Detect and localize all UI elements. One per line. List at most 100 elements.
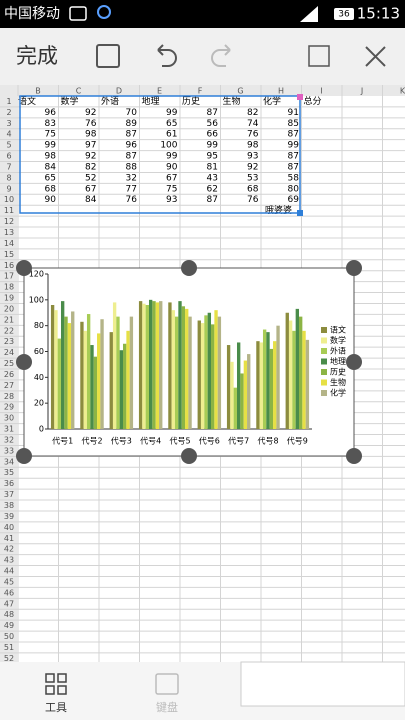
row-label: 3 <box>6 119 11 128</box>
row-label: 11 <box>4 206 14 215</box>
cell: 80 <box>288 184 300 194</box>
bar <box>247 354 251 429</box>
row-label: 48 <box>4 610 14 619</box>
cell: 56 <box>207 119 219 129</box>
y-tick-label: 120 <box>29 270 44 279</box>
y-tick-label: 20 <box>34 399 44 408</box>
chart[interactable]: 0 20 40 60 80 100 120 代号1 代号2 代号3 代号4 代号5 代号6 代号7 代号8 代… <box>16 260 362 464</box>
bar <box>109 332 113 429</box>
bar <box>259 342 263 429</box>
legend-swatch <box>321 369 327 375</box>
bar <box>269 348 274 429</box>
cell: 84 <box>45 162 57 172</box>
x-tick-label: 代号3 <box>111 436 132 446</box>
bar <box>185 308 189 429</box>
cell: 92 <box>85 108 96 118</box>
bar <box>123 343 127 429</box>
cell: 98 <box>45 152 57 162</box>
bar <box>230 361 234 429</box>
cell: 77 <box>126 184 137 194</box>
column-label: F <box>198 87 203 96</box>
cell: 58 <box>288 173 300 183</box>
save-button[interactable] <box>96 44 120 68</box>
x-tick-label: 代号5 <box>169 436 190 446</box>
row-label: 30 <box>4 414 14 423</box>
bar <box>93 356 98 429</box>
cell: 69 <box>288 195 300 205</box>
tools-tab[interactable]: 工具 <box>45 701 67 714</box>
row-label: 16 <box>4 261 14 270</box>
cell: 92 <box>85 152 96 162</box>
row-label: 24 <box>4 348 14 357</box>
row-label: 21 <box>4 315 14 324</box>
redo-button[interactable] <box>211 44 231 67</box>
resize-handle[interactable] <box>16 354 32 370</box>
x-tick-label: 代号1 <box>52 436 73 446</box>
cell: 82 <box>247 108 258 118</box>
cell: 87 <box>288 130 299 140</box>
bar <box>200 323 205 429</box>
row-label: 32 <box>4 435 14 444</box>
selection-handle[interactable] <box>297 94 303 100</box>
legend-label: 语文 <box>330 325 346 335</box>
bar <box>145 305 149 429</box>
resize-handle[interactable] <box>16 448 32 464</box>
x-tick-label: 代号6 <box>199 436 220 446</box>
cell: 87 <box>288 162 299 172</box>
row-label: 34 <box>4 457 14 466</box>
column-header-bar <box>0 85 405 96</box>
bar <box>305 339 310 429</box>
header-cell: 总分 <box>304 95 322 107</box>
bar <box>197 320 201 429</box>
cell: 84 <box>85 195 97 205</box>
cell: 99 <box>166 152 178 162</box>
cell: 76 <box>85 119 97 129</box>
bar <box>116 316 120 429</box>
cell: 93 <box>247 152 258 162</box>
bar <box>285 312 289 429</box>
y-tick-label: 40 <box>34 373 44 382</box>
cell: 65 <box>45 173 56 183</box>
legend-swatch <box>321 390 327 396</box>
legend-label: 生物 <box>330 377 346 387</box>
resize-handle[interactable] <box>16 260 32 276</box>
cell: 76 <box>126 195 138 205</box>
x-tick-label: 代号9 <box>287 436 308 446</box>
cell: 65 <box>166 119 177 129</box>
resize-handle[interactable] <box>181 260 197 276</box>
cell: 95 <box>207 152 218 162</box>
resize-handle[interactable] <box>346 354 362 370</box>
tools-icon[interactable] <box>45 673 67 695</box>
resize-handle[interactable] <box>181 448 197 464</box>
y-tick-label: 100 <box>29 295 44 304</box>
resize-handle[interactable] <box>346 448 362 464</box>
legend-swatch <box>321 379 327 386</box>
bar <box>126 330 130 429</box>
keyboard-tab[interactable]: 键盘 <box>156 700 178 714</box>
keyboard-icon[interactable] <box>155 673 179 695</box>
resize-handle[interactable] <box>346 260 362 276</box>
close-button[interactable] <box>365 46 386 67</box>
cell: 哦婆婆 <box>265 204 292 216</box>
input-box[interactable] <box>240 661 405 707</box>
done-button[interactable]: 完成 <box>16 44 58 68</box>
battery-icon <box>334 8 354 20</box>
undo-button[interactable] <box>157 44 177 67</box>
column-label: E <box>157 87 162 96</box>
legend-label: 数学 <box>330 335 346 345</box>
cell: 87 <box>126 130 137 140</box>
cell: 98 <box>247 141 259 151</box>
row-label: 45 <box>4 577 14 586</box>
column-label: J <box>360 87 363 96</box>
row-label: 8 <box>6 173 11 182</box>
bar <box>174 316 179 429</box>
bar <box>71 311 75 429</box>
bar <box>155 302 160 429</box>
cell: 89 <box>126 119 138 129</box>
row-label: 14 <box>4 239 14 248</box>
cell: 99 <box>166 108 178 118</box>
bar <box>138 301 143 429</box>
sheets-button[interactable] <box>308 45 330 67</box>
selection-handle[interactable] <box>297 210 303 216</box>
